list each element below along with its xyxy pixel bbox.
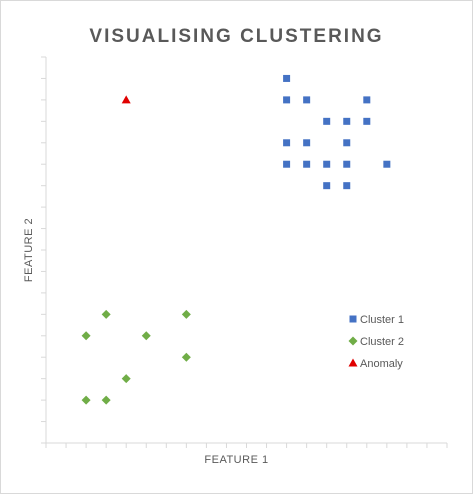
cluster-2-point [181,352,191,362]
cluster-1-point [343,117,351,125]
legend-label-cluster-2: Cluster 2 [360,336,404,348]
cluster-1-point [303,96,311,104]
legend-marker-cluster-2 [348,336,358,346]
cluster-1-point [343,139,351,147]
cluster-2-point [101,395,111,405]
cluster-1-point [283,74,291,82]
legend-label-cluster-1: Cluster 1 [360,314,404,326]
cluster-1-point [363,117,371,125]
cluster-1-point [303,139,311,147]
legend-marker-cluster-1 [349,315,357,323]
cluster-2-point [181,309,191,319]
cluster-1-point [283,160,291,168]
cluster-1-point [343,160,351,168]
cluster-2-point [141,331,151,341]
cluster-2-point [121,374,131,384]
cluster-2-point [101,309,111,319]
cluster-2-point [81,395,91,405]
legend-label-anomaly: Anomaly [360,358,403,370]
chart-title: VISUALISING CLUSTERING [89,26,384,47]
cluster-2-point [81,331,91,341]
cluster-1-point [383,160,391,168]
cluster-1-point [303,160,311,168]
anomaly-point [121,95,131,104]
cluster-1-point [283,96,291,104]
cluster-1-point [323,182,331,190]
x-axis-label: FEATURE 1 [204,454,269,466]
cluster-1-point [323,160,331,168]
cluster-1-point [343,182,351,190]
legend-marker-anomaly [348,358,358,367]
cluster-1-point [283,139,291,147]
cluster-1-point [323,117,331,125]
cluster-1-point [363,96,371,104]
